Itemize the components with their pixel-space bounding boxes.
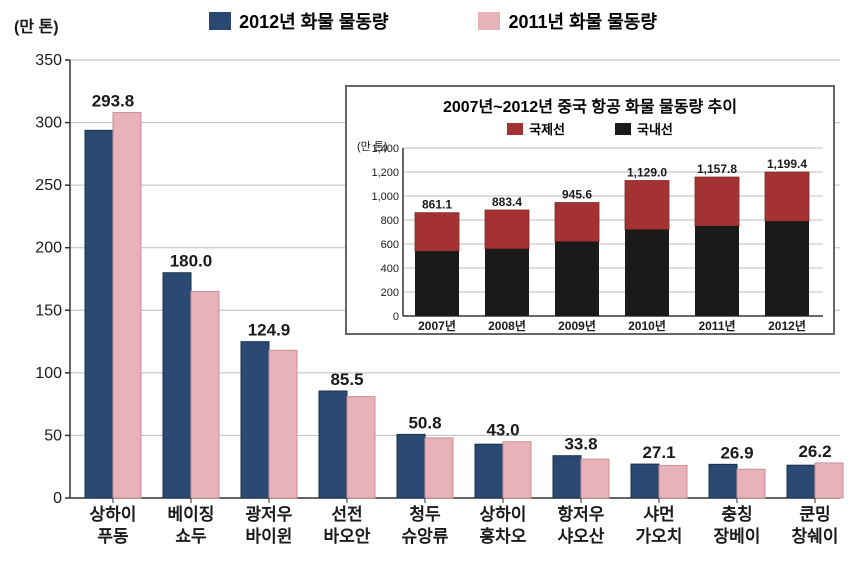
- svg-text:200: 200: [35, 240, 62, 257]
- inset-swatch-dom: [615, 123, 631, 135]
- svg-text:1,400: 1,400: [371, 143, 399, 155]
- svg-text:85.5: 85.5: [330, 370, 363, 389]
- svg-text:2008년: 2008년: [488, 319, 526, 333]
- svg-text:창쉐이: 창쉐이: [792, 527, 839, 546]
- svg-text:상하이: 상하이: [90, 505, 137, 524]
- svg-text:124.9: 124.9: [248, 321, 291, 340]
- inset-swatch-intl: [507, 123, 523, 135]
- svg-text:100: 100: [35, 365, 62, 382]
- svg-text:293.8: 293.8: [92, 92, 135, 111]
- svg-text:800: 800: [381, 215, 399, 227]
- svg-text:250: 250: [35, 177, 62, 194]
- svg-text:2009년: 2009년: [558, 319, 596, 333]
- svg-text:1,129.0: 1,129.0: [627, 166, 667, 180]
- svg-text:26.2: 26.2: [798, 442, 831, 461]
- svg-text:27.1: 27.1: [642, 443, 675, 462]
- svg-text:바이윈: 바이윈: [246, 527, 293, 546]
- svg-text:0: 0: [393, 311, 399, 323]
- svg-text:43.0: 43.0: [486, 421, 519, 440]
- svg-text:항저우: 항저우: [558, 504, 605, 524]
- svg-text:883.4: 883.4: [492, 195, 522, 209]
- svg-text:광저우: 광저우: [246, 505, 293, 524]
- svg-text:350: 350: [35, 52, 62, 69]
- svg-text:쇼두: 쇼두: [175, 527, 207, 546]
- svg-text:400: 400: [381, 263, 399, 275]
- svg-text:33.8: 33.8: [564, 435, 597, 454]
- legend-swatch-2011: [478, 12, 500, 30]
- svg-text:청두: 청두: [409, 504, 441, 524]
- svg-text:푸동: 푸동: [97, 527, 129, 546]
- inset-title: 2007년~2012년 중국 항공 화물 물동량 추이: [355, 93, 825, 117]
- svg-text:상하이: 상하이: [480, 505, 527, 524]
- inset-legend: 국제선 국내선: [355, 119, 825, 138]
- svg-text:충칭: 충칭: [721, 505, 752, 524]
- svg-text:바오안: 바오안: [324, 527, 371, 546]
- inset-chart-svg: (만 톤)02004006008001,0001,2001,400861.120…: [355, 140, 827, 338]
- svg-text:300: 300: [35, 115, 62, 132]
- svg-text:861.1: 861.1: [422, 198, 452, 212]
- svg-text:50.8: 50.8: [408, 413, 441, 432]
- svg-text:1,157.8: 1,157.8: [697, 162, 737, 176]
- inset-chart-container: 2007년~2012년 중국 항공 화물 물동량 추이 국제선 국내선 (만 톤…: [345, 85, 835, 335]
- svg-text:1,199.4: 1,199.4: [767, 157, 807, 171]
- svg-text:선전: 선전: [331, 505, 362, 524]
- svg-text:600: 600: [381, 239, 399, 251]
- svg-text:베이징: 베이징: [168, 505, 215, 524]
- inset-legend-label-intl: 국제선: [529, 119, 565, 138]
- svg-text:1,200: 1,200: [371, 167, 399, 179]
- svg-text:26.9: 26.9: [720, 443, 753, 462]
- svg-text:2007년: 2007년: [418, 319, 456, 333]
- svg-text:장베이: 장베이: [714, 527, 761, 546]
- svg-text:945.6: 945.6: [562, 188, 592, 202]
- legend-label-2012: 2012년 화물 물동량: [239, 8, 388, 34]
- svg-text:150: 150: [35, 302, 62, 319]
- svg-text:샤먼: 샤먼: [643, 505, 674, 524]
- svg-text:샤오산: 샤오산: [558, 527, 605, 546]
- svg-text:훙차오: 훙차오: [480, 526, 527, 546]
- svg-text:1,000: 1,000: [371, 191, 399, 203]
- inset-legend-dom: 국내선: [615, 119, 673, 138]
- main-chart-container: 2012년 화물 물동량 2011년 화물 물동량 (만 톤)050100150…: [0, 0, 866, 562]
- legend-swatch-2012: [209, 12, 231, 30]
- svg-text:180.0: 180.0: [170, 252, 213, 271]
- svg-text:2011년: 2011년: [698, 319, 735, 333]
- svg-text:2012년: 2012년: [768, 319, 806, 333]
- main-legend: 2012년 화물 물동량 2011년 화물 물동량: [0, 8, 866, 34]
- legend-item-2012: 2012년 화물 물동량: [209, 8, 388, 34]
- svg-text:200: 200: [381, 287, 399, 299]
- legend-label-2011: 2011년 화물 물동량: [508, 8, 656, 34]
- svg-text:50: 50: [44, 427, 62, 444]
- svg-text:슈앙류: 슈앙류: [402, 527, 449, 546]
- svg-text:쿤밍: 쿤밍: [799, 505, 830, 524]
- svg-text:2010년: 2010년: [628, 319, 666, 333]
- svg-text:가오치: 가오치: [636, 527, 683, 546]
- legend-item-2011: 2011년 화물 물동량: [478, 8, 656, 34]
- inset-legend-intl: 국제선: [507, 119, 565, 138]
- svg-text:0: 0: [53, 490, 62, 507]
- inset-legend-label-dom: 국내선: [637, 119, 673, 138]
